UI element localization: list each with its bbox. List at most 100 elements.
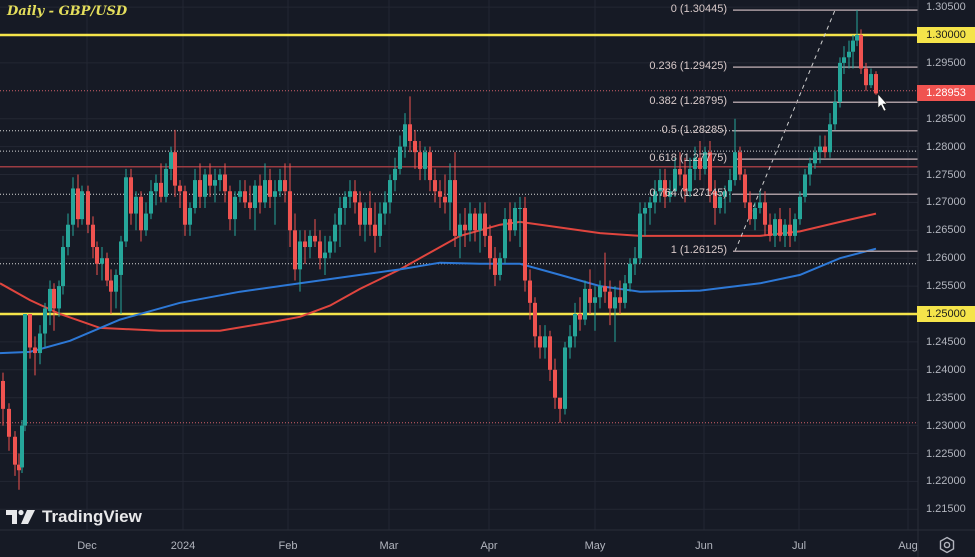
candle — [468, 213, 472, 231]
price-tick-label: 1.23000 — [926, 419, 966, 432]
candle — [293, 230, 297, 270]
candle — [713, 191, 717, 208]
grid — [0, 0, 918, 530]
candle — [874, 74, 878, 94]
candle — [588, 288, 592, 303]
candle — [408, 124, 412, 142]
candle — [733, 152, 737, 181]
price-tick-label: 1.24500 — [926, 335, 966, 348]
price-tick-label: 1.30500 — [926, 1, 966, 14]
candle — [428, 152, 432, 181]
candle — [198, 180, 202, 197]
candle — [748, 202, 752, 220]
candle — [498, 258, 502, 275]
candle — [413, 141, 417, 153]
candle — [338, 207, 342, 225]
candle — [623, 283, 627, 303]
brand-name: TradingView — [42, 507, 142, 526]
candle — [183, 191, 187, 225]
price-tick-label: 1.26000 — [926, 252, 966, 265]
candle — [328, 241, 332, 253]
settings-gear-icon[interactable] — [938, 536, 956, 554]
candle — [823, 146, 827, 153]
candle — [838, 62, 842, 102]
candle — [688, 168, 692, 192]
price-tick-label: 1.21500 — [926, 503, 966, 516]
candle — [268, 180, 272, 197]
candle — [538, 336, 542, 348]
candle — [703, 152, 707, 169]
candle — [723, 191, 727, 197]
time-tick-label: Dec — [77, 540, 97, 552]
price-tick-label: 1.27500 — [926, 168, 966, 181]
candle — [533, 302, 537, 337]
time-tick-label: Aug — [898, 540, 918, 552]
candle — [348, 191, 352, 197]
candle — [323, 252, 327, 259]
time-tick-label: Jul — [791, 540, 807, 552]
candle — [288, 191, 292, 231]
price-tick-label: 1.27000 — [926, 196, 966, 209]
candle — [855, 35, 859, 41]
candle — [139, 196, 143, 231]
candle — [71, 188, 75, 225]
candle — [114, 274, 118, 292]
candle — [1, 380, 5, 409]
candle — [398, 146, 402, 169]
time-tick-label: Feb — [278, 540, 298, 552]
candle — [188, 207, 192, 225]
candle — [818, 146, 822, 153]
candle — [159, 182, 163, 197]
candle — [869, 74, 873, 86]
time-tick-label: May — [584, 540, 606, 552]
candle — [48, 288, 52, 312]
candle — [448, 180, 452, 203]
candle — [154, 182, 158, 192]
fib-level-label: 0.618 (1.27775) — [649, 152, 727, 165]
candle — [283, 180, 287, 192]
fib-level-label: 0 (1.30445) — [670, 3, 727, 16]
candle — [758, 202, 762, 208]
candle — [503, 219, 507, 259]
candle — [583, 288, 587, 320]
price-tick-label: 1.28000 — [926, 140, 966, 153]
candle — [383, 202, 387, 214]
candle — [523, 207, 527, 281]
moving-averages — [0, 212, 877, 355]
candle — [473, 213, 477, 231]
candle — [608, 291, 612, 309]
candle — [753, 207, 757, 220]
fib-level-label: 0.764 (1.27145) — [649, 187, 727, 200]
candle — [573, 314, 577, 337]
candle — [458, 224, 462, 236]
candle — [528, 280, 532, 303]
candle — [648, 202, 652, 208]
candle — [813, 152, 817, 164]
candle — [842, 57, 846, 63]
candle — [393, 168, 397, 181]
candle — [593, 297, 597, 303]
candle — [463, 224, 467, 231]
candle — [423, 152, 427, 169]
tradingview-logo: TradingView — [6, 507, 142, 527]
candle — [208, 174, 212, 186]
price-tick-label: 1.23500 — [926, 391, 966, 404]
candle — [743, 174, 747, 203]
current-price-badge: 1.28953 — [917, 85, 975, 102]
sma-red-line — [0, 212, 877, 332]
candle — [173, 152, 177, 186]
candle — [298, 241, 302, 270]
candle — [418, 152, 422, 169]
candle — [164, 168, 168, 197]
tradingview-logo-icon — [6, 509, 35, 524]
price-tick-label: 1.22500 — [926, 447, 966, 460]
candle — [828, 124, 832, 153]
price-tick-label: 1.22000 — [926, 475, 966, 488]
candle — [95, 247, 99, 264]
candle — [23, 314, 27, 426]
candle — [178, 185, 182, 192]
candle — [203, 174, 207, 197]
price-tick-label: 1.26500 — [926, 224, 966, 237]
fib-level-label: 0.382 (1.28795) — [649, 95, 727, 108]
